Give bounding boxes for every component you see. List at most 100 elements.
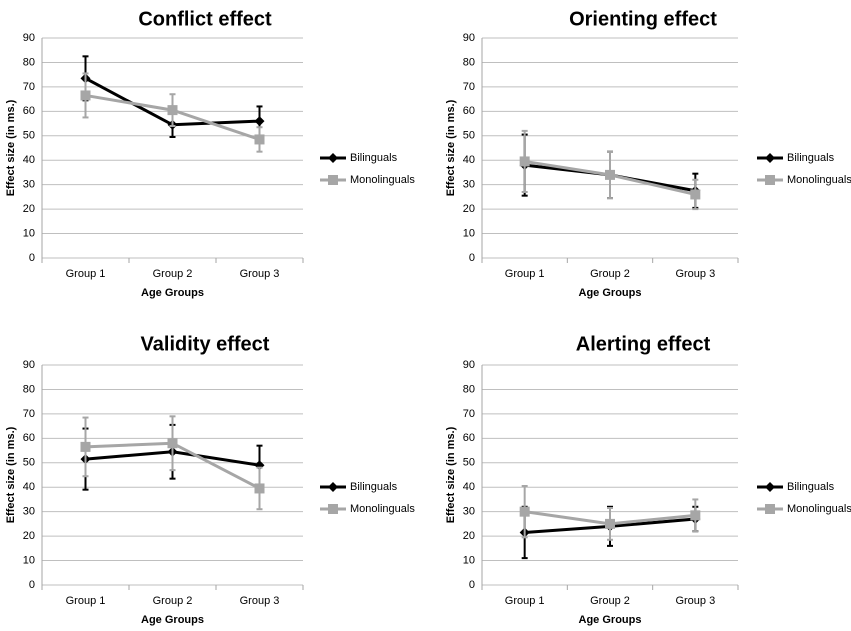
data-point: [80, 90, 91, 101]
y-tick-label: 10: [23, 227, 35, 239]
y-axis-label: Effect size (in ms.): [5, 99, 17, 196]
legend-label: Monolinguals: [350, 503, 415, 515]
y-tick-label: 90: [23, 359, 35, 371]
y-tick-label: 80: [463, 383, 475, 395]
series-monolinguals: [80, 72, 265, 153]
legend: Bilinguals Monolinguals: [757, 152, 851, 186]
series-monolinguals: [519, 129, 701, 211]
y-tick-label: 40: [463, 154, 475, 166]
y-tick-label: 10: [23, 554, 35, 566]
legend-label: Bilinguals: [350, 152, 398, 164]
data-point: [690, 189, 701, 200]
y-tick-label: 20: [463, 203, 475, 215]
x-tick-label: Group 2: [153, 595, 193, 607]
y-tick-label: 0: [29, 252, 35, 264]
legend-marker: [765, 153, 775, 163]
legend-label: Monolinguals: [787, 174, 851, 186]
x-tick-label: Group 2: [153, 268, 193, 280]
y-tick-label: 80: [463, 56, 475, 68]
y-tick-label: 0: [469, 579, 475, 591]
y-axis-label: Effect size (in ms.): [5, 426, 17, 523]
legend-marker: [328, 504, 338, 514]
data-point: [254, 134, 265, 145]
y-tick-label: 20: [23, 203, 35, 215]
y-tick-label: 40: [463, 481, 475, 493]
y-tick-label: 20: [23, 530, 35, 542]
series-monolinguals: [519, 485, 701, 541]
x-tick-label: Group 1: [505, 268, 545, 280]
y-tick-label: 60: [23, 105, 35, 117]
legend-label: Monolinguals: [350, 174, 415, 186]
data-point: [519, 506, 530, 517]
data-point: [167, 438, 178, 449]
legend-marker: [765, 482, 775, 492]
legend-marker: [765, 175, 775, 185]
y-tick-label: 40: [23, 154, 35, 166]
legend-marker: [328, 153, 338, 163]
chart-panel-2: Orienting effect 0 10 20 30 40 50 60 70 80 90 Group…: [445, 8, 851, 299]
y-tick-label: 30: [463, 506, 475, 518]
data-point: [254, 483, 265, 494]
data-point: [167, 105, 178, 116]
y-tick-label: 30: [23, 179, 35, 191]
y-tick-label: 40: [23, 481, 35, 493]
legend-marker: [765, 504, 775, 514]
y-tick-label: 60: [463, 105, 475, 117]
y-tick-label: 70: [23, 408, 35, 420]
y-tick-label: 10: [463, 554, 475, 566]
legend: Bilinguals Monolinguals: [320, 481, 415, 515]
data-point: [605, 518, 615, 529]
x-tick-label: Group 3: [675, 268, 715, 280]
chart-panel-3: Validity effect 0 10 20 30 40 50 60 70 80 90 Group …: [5, 333, 415, 626]
x-tick-label: Group 2: [590, 595, 630, 607]
x-axis-label: Age Groups: [141, 614, 204, 626]
data-point: [80, 441, 91, 452]
y-tick-label: 20: [463, 530, 475, 542]
x-axis-label: Age Groups: [141, 287, 204, 299]
chart-title: Alerting effect: [576, 333, 711, 355]
y-tick-label: 90: [23, 32, 35, 44]
legend-label: Monolinguals: [787, 503, 851, 515]
y-tick-label: 30: [23, 506, 35, 518]
x-tick-label: Group 3: [240, 268, 280, 280]
y-tick-label: 0: [29, 579, 35, 591]
y-tick-label: 80: [23, 383, 35, 395]
y-tick-label: 10: [463, 227, 475, 239]
data-point: [690, 510, 701, 521]
y-tick-label: 50: [463, 130, 475, 142]
y-tick-label: 80: [23, 56, 35, 68]
data-point: [605, 169, 615, 180]
y-tick-label: 70: [463, 81, 475, 93]
y-tick-label: 0: [469, 252, 475, 264]
data-point: [254, 116, 265, 127]
y-tick-label: 50: [463, 457, 475, 469]
chart-panel-4: Alerting effect 0 10 20 30 40 50 60 70 80 90 Group …: [445, 333, 851, 626]
y-tick-label: 60: [463, 432, 475, 444]
y-axis-label: Effect size (in ms.): [445, 426, 457, 523]
data-point: [519, 156, 530, 167]
legend: Bilinguals Monolinguals: [320, 152, 415, 186]
legend-marker: [328, 482, 338, 492]
series-monolinguals: [80, 415, 265, 511]
legend: Bilinguals Monolinguals: [757, 481, 851, 515]
legend-marker: [328, 175, 338, 185]
x-tick-label: Group 3: [240, 595, 280, 607]
x-axis-label: Age Groups: [579, 614, 642, 626]
legend-label: Bilinguals: [787, 481, 835, 493]
y-tick-label: 90: [463, 359, 475, 371]
chart-title: Conflict effect: [138, 8, 272, 30]
legend-label: Bilinguals: [350, 481, 398, 493]
x-tick-label: Group 1: [66, 268, 106, 280]
x-tick-label: Group 2: [590, 268, 630, 280]
x-tick-label: Group 3: [675, 595, 715, 607]
y-tick-label: 70: [23, 81, 35, 93]
y-tick-label: 60: [23, 432, 35, 444]
y-tick-label: 50: [23, 457, 35, 469]
y-tick-label: 90: [463, 32, 475, 44]
y-tick-label: 70: [463, 408, 475, 420]
chart-title: Orienting effect: [569, 8, 717, 30]
x-tick-label: Group 1: [66, 595, 106, 607]
y-axis-label: Effect size (in ms.): [445, 99, 457, 196]
x-axis-label: Age Groups: [579, 287, 642, 299]
